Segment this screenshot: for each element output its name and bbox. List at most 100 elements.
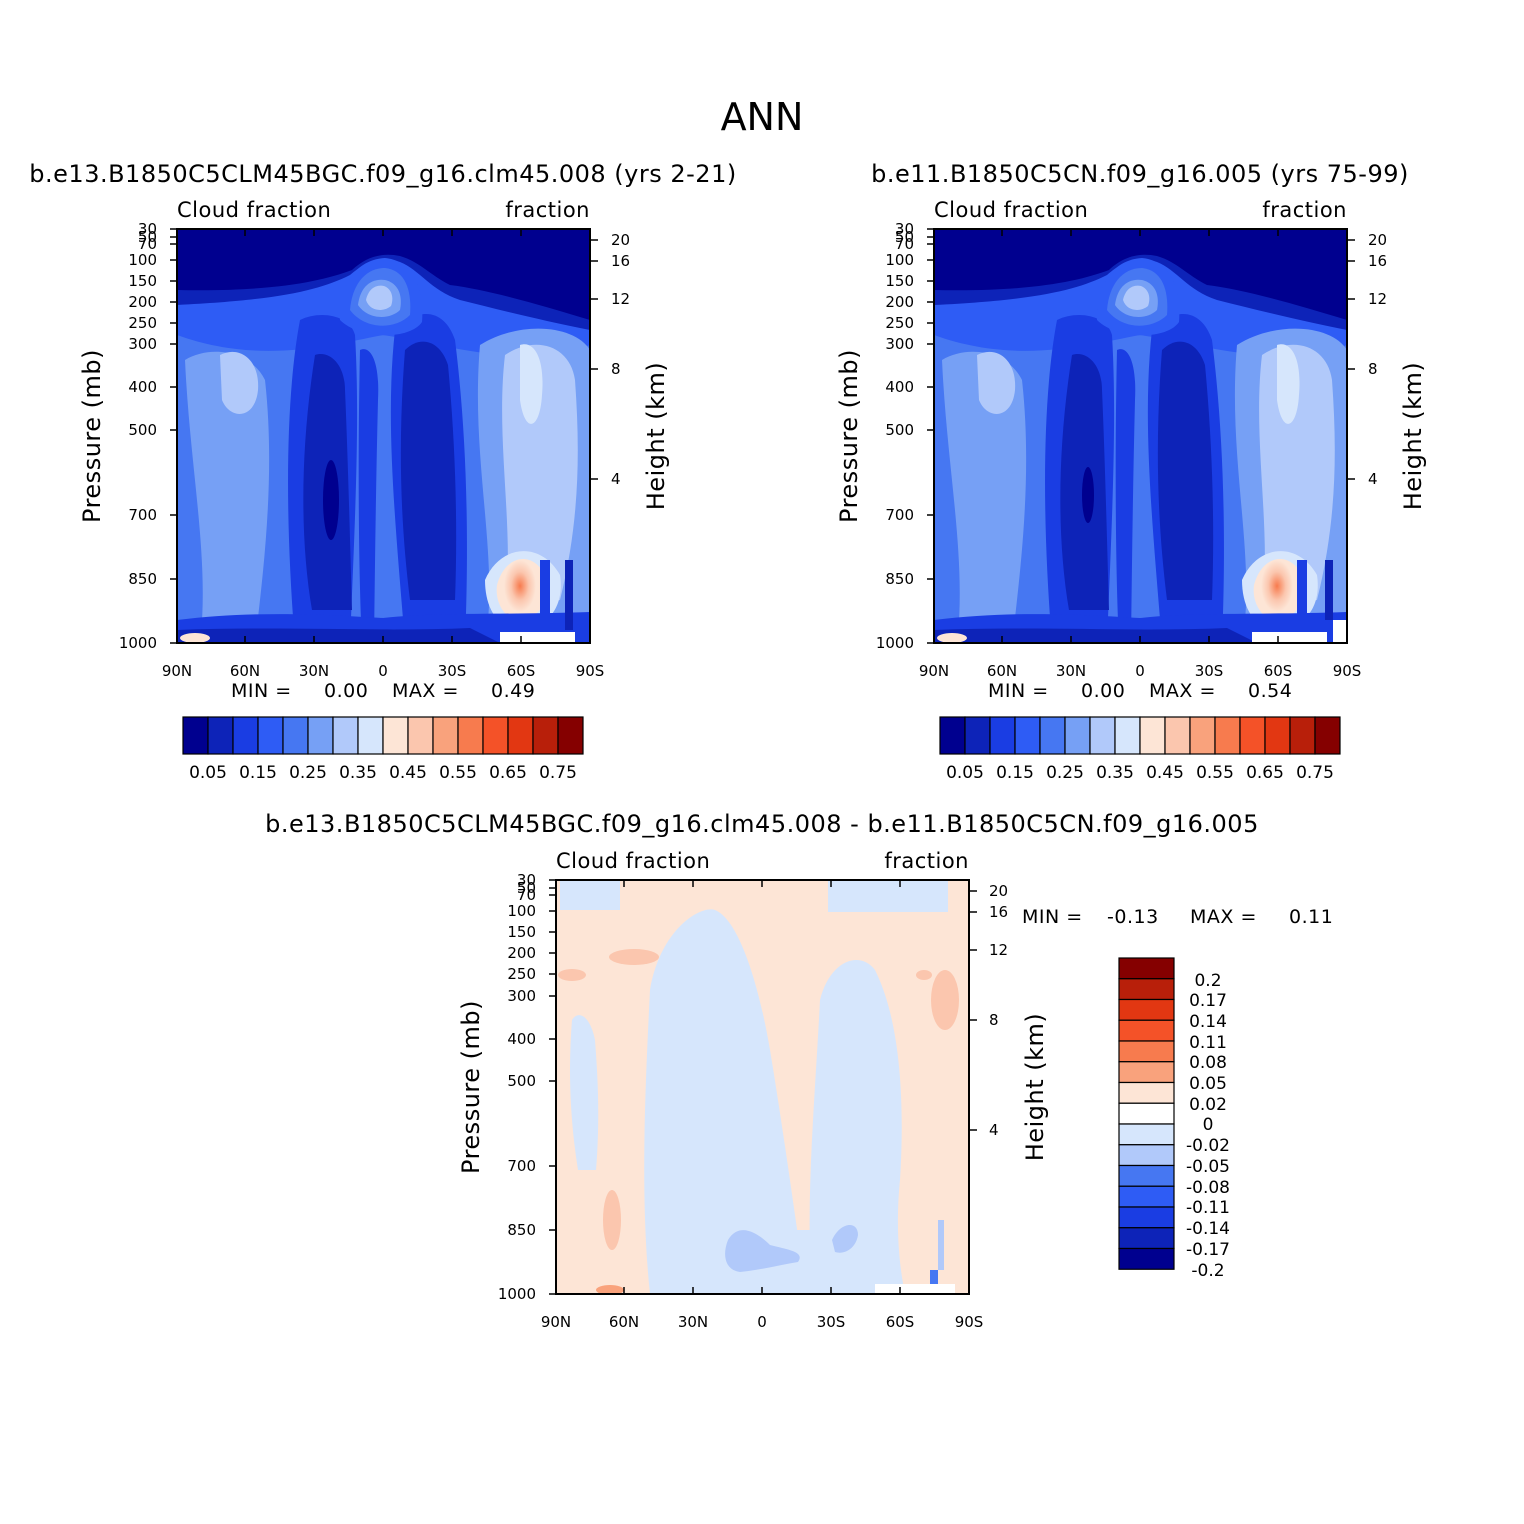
colorbar-swatch — [1014, 716, 1041, 755]
colorbar-label: 0.08 — [1189, 1053, 1227, 1073]
panel-right-title: b.e11.B1850C5CN.f09_g16.005 (yrs 75-99) — [871, 160, 1409, 188]
panel-left: b.e13.B1850C5CLM45BGC.f09_g16.clm45.008 … — [29, 160, 736, 783]
colorbar-label: 0.05 — [1189, 1074, 1227, 1094]
colorbar-swatch — [1118, 978, 1175, 1001]
colorbar-swatch — [432, 716, 459, 755]
panel-diff-max-value: 0.11 — [1289, 906, 1333, 928]
colorbar-swatch — [257, 716, 284, 755]
colorbar-label: 0.35 — [339, 763, 377, 783]
colorbar-swatch — [1214, 716, 1241, 755]
ytick-label: 150 — [507, 923, 536, 941]
xtick-label: 90S — [955, 1313, 984, 1331]
ytick-label: 50 — [517, 879, 536, 897]
colorbar-label: 0.17 — [1189, 991, 1227, 1011]
colorbar-label: 0.45 — [1146, 763, 1184, 783]
colorbar-swatch — [1114, 716, 1141, 755]
panel-right-corner-right: fraction — [1262, 198, 1347, 222]
panel-left-ytick-labels: 30 50 70 100 150 200 250 300 400 500 700… — [119, 220, 157, 652]
colorbar-label: -0.14 — [1186, 1219, 1230, 1239]
xtick-label: 60N — [230, 662, 260, 680]
ytick-label: 200 — [507, 944, 536, 962]
ytick-label: 250 — [128, 314, 157, 332]
colorbar-label: 0.15 — [996, 763, 1034, 783]
ytick-label: 850 — [507, 1221, 536, 1239]
colorbar-swatch — [357, 716, 384, 755]
colorbar-label: 0.05 — [189, 763, 227, 783]
colorbar-label: -0.02 — [1186, 1136, 1230, 1156]
colorbar-swatch — [1118, 1102, 1175, 1125]
panel-right-corner-left: Cloud fraction — [934, 198, 1088, 222]
htick-label: 4 — [611, 470, 621, 488]
ytick-label: 100 — [885, 251, 914, 269]
panel-left-field — [177, 229, 590, 643]
panel-right-min-label: MIN = — [988, 680, 1049, 702]
colorbar-swatch — [282, 716, 309, 755]
colorbar-swatch — [182, 716, 209, 755]
colorbar-label: 0.15 — [239, 763, 277, 783]
panel-diff-xticks — [623, 880, 901, 1294]
colorbar-swatch — [1118, 1123, 1175, 1146]
colorbar-swatch — [964, 716, 991, 755]
ytick-label: 500 — [128, 421, 157, 439]
panel-diff: b.e13.B1850C5CLM45BGC.f09_g16.clm45.008 … — [265, 810, 1333, 1331]
colorbar-swatch — [407, 716, 434, 755]
xtick-label: 30S — [1195, 662, 1224, 680]
panel-left-htick-labels: 20 16 12 8 4 — [611, 231, 630, 488]
ytick-label: 500 — [507, 1072, 536, 1090]
panel-right-xticks — [1001, 229, 1279, 643]
panel-diff-htick-labels: 20 16 12 8 4 — [989, 882, 1008, 1139]
panel-left-min-value: 0.00 — [324, 680, 368, 702]
xtick-label: 0 — [1135, 662, 1145, 680]
ytick-label: 50 — [138, 228, 157, 246]
colorbar-swatch — [1264, 716, 1291, 755]
colorbar-label: 0.25 — [1046, 763, 1084, 783]
ytick-label: 70 — [895, 235, 914, 253]
panel-diff-corner-right: fraction — [884, 849, 969, 873]
panel-right-htick-labels: 20 16 12 8 4 — [1368, 231, 1387, 488]
colorbar-swatch — [1189, 716, 1216, 755]
ytick-label: 400 — [507, 1030, 536, 1048]
colorbar-label: 0.75 — [1296, 763, 1334, 783]
colorbar-swatch — [457, 716, 484, 755]
panel-left-hticks — [590, 239, 598, 480]
panel-diff-colorbar — [1118, 957, 1175, 1270]
panel-diff-yticks — [549, 879, 556, 1295]
colorbar-swatch — [1118, 1206, 1175, 1229]
panel-left-corner-left: Cloud fraction — [177, 198, 331, 222]
colorbar-swatch — [1314, 716, 1341, 755]
panel-diff-min-value: -0.13 — [1107, 906, 1159, 928]
xtick-label: 60N — [609, 1313, 639, 1331]
colorbar-label: 0.55 — [439, 763, 477, 783]
colorbar-swatch — [1118, 1247, 1175, 1270]
colorbar-label: -0.11 — [1186, 1198, 1230, 1218]
colorbar-label: -0.08 — [1186, 1178, 1230, 1198]
ytick-label: 70 — [138, 235, 157, 253]
colorbar-swatch — [382, 716, 409, 755]
htick-label: 16 — [1368, 252, 1387, 270]
ytick-label: 30 — [138, 220, 157, 238]
colorbar-swatch — [232, 716, 259, 755]
ytick-label: 100 — [507, 902, 536, 920]
colorbar-swatch — [207, 716, 234, 755]
panel-right-ylabel: Pressure (mb) — [835, 349, 863, 523]
xtick-label: 90N — [541, 1313, 571, 1331]
ytick-label: 30 — [517, 871, 536, 889]
panel-right-xtick-labels: 90N 60N 30N 0 30S 60S 90S — [919, 662, 1361, 680]
panel-right-colorbar — [939, 716, 1341, 755]
panel-right-ylabel2: Height (km) — [1399, 362, 1427, 510]
panel-left-min-label: MIN = — [231, 680, 292, 702]
ytick-label: 250 — [507, 965, 536, 983]
colorbar-label: 0.02 — [1189, 1095, 1227, 1115]
colorbar-label: -0.17 — [1186, 1240, 1230, 1260]
colorbar-swatch — [1089, 716, 1116, 755]
colorbar-swatch — [1118, 957, 1175, 980]
ytick-label: 300 — [128, 335, 157, 353]
colorbar-swatch — [557, 716, 584, 755]
colorbar-label: 0.14 — [1189, 1012, 1227, 1032]
htick-label: 4 — [989, 1121, 999, 1139]
panel-diff-ylabel2: Height (km) — [1021, 1013, 1049, 1161]
colorbar-swatch — [1139, 716, 1166, 755]
ytick-label: 70 — [517, 886, 536, 904]
htick-label: 16 — [611, 252, 630, 270]
